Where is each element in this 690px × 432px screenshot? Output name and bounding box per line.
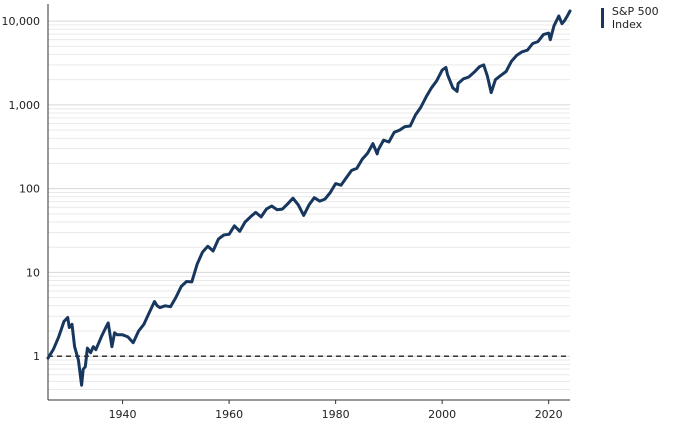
- x-tick-label: 1940: [109, 408, 137, 421]
- y-tick-label: 10,000: [2, 15, 41, 28]
- x-tick-label: 2000: [428, 408, 456, 421]
- y-tick-label: 100: [19, 183, 40, 196]
- y-tick-label: 10: [26, 266, 40, 279]
- axes: [47, 4, 570, 401]
- x-tick-label: 2020: [535, 408, 563, 421]
- y-tick-label: 1: [33, 350, 40, 363]
- series-line-sp500: [46, 9, 572, 387]
- x-tick-label: 1980: [322, 408, 350, 421]
- y-tick-label: 1,000: [9, 99, 41, 112]
- legend-label: S&P 500 Index: [611, 5, 659, 31]
- x-tick-label: 1960: [215, 408, 243, 421]
- y-tick-labels: 1 10 100 1,000 10,000: [2, 15, 41, 363]
- legend-swatch: [601, 8, 604, 28]
- legend: S&P 500 Index: [601, 5, 690, 31]
- gridlines: [48, 20, 570, 401]
- series-layer: [46, 9, 572, 387]
- x-tick-labels: 1940 1960 1980 2000 2020: [109, 400, 563, 421]
